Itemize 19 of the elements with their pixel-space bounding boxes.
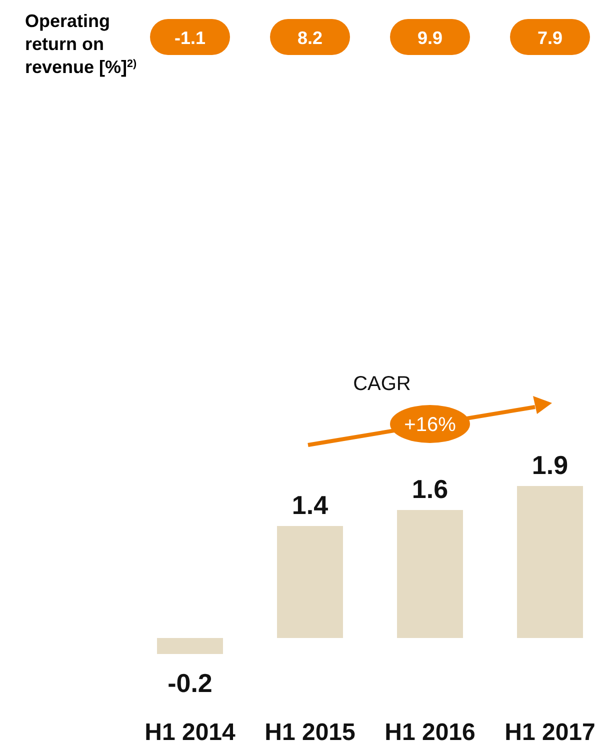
text: +16%: [404, 414, 456, 436]
bar: [517, 486, 583, 638]
text: 8.2: [297, 28, 323, 48]
x-tick-label: H1 2014: [144, 719, 236, 746]
text: -1.1: [174, 28, 206, 48]
x-tick-label: H1 2016: [384, 719, 476, 746]
data-label: 1.6: [412, 474, 448, 504]
x-tick-label: H1 2017: [504, 719, 596, 746]
data-label: 1.4: [292, 490, 329, 520]
data-label: 1.9: [532, 450, 568, 480]
text: Operating return on revenue [%]$^{2)}$: [25, 11, 138, 77]
bar: [397, 510, 463, 638]
x-tick-label: H1 2015: [264, 719, 356, 746]
text: CAGR: [353, 373, 411, 395]
text: 9.9: [417, 28, 443, 48]
bar: [277, 526, 343, 638]
text: 7.9: [537, 28, 563, 48]
bar: [157, 638, 223, 654]
data-label: -0.2: [168, 668, 212, 698]
